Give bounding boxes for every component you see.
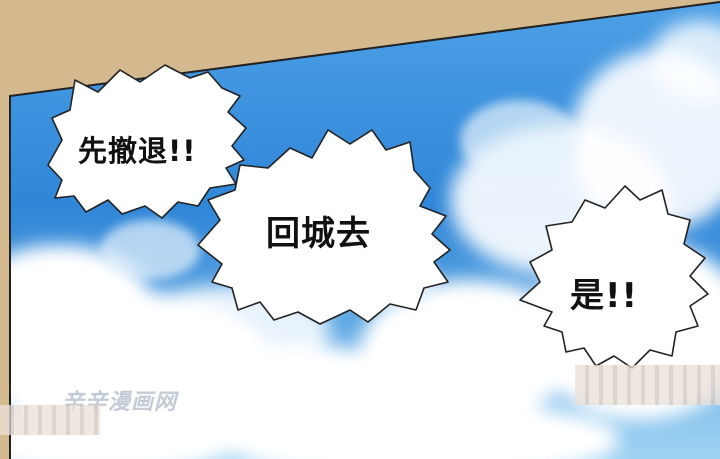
speech-bubble-2: [197, 129, 451, 325]
speech-text-2: 回城去: [266, 214, 371, 254]
speech-text-3: 是!!: [570, 276, 639, 316]
speech-text-1: 先撤退!!: [78, 134, 197, 168]
panel-border: [9, 1, 720, 459]
blurred-watermark-left: [0, 405, 100, 435]
blurred-watermark-right: [575, 365, 720, 405]
speech-bubble-3: [519, 185, 709, 369]
speech-bubble-1: [47, 64, 247, 219]
